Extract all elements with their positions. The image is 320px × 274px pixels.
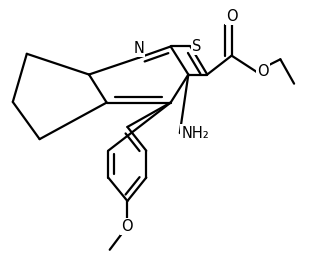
Text: S: S — [192, 39, 201, 54]
Text: O: O — [226, 8, 237, 24]
Text: O: O — [122, 219, 133, 234]
Text: N: N — [133, 41, 144, 56]
Text: NH₂: NH₂ — [181, 125, 209, 141]
Text: O: O — [258, 64, 269, 79]
